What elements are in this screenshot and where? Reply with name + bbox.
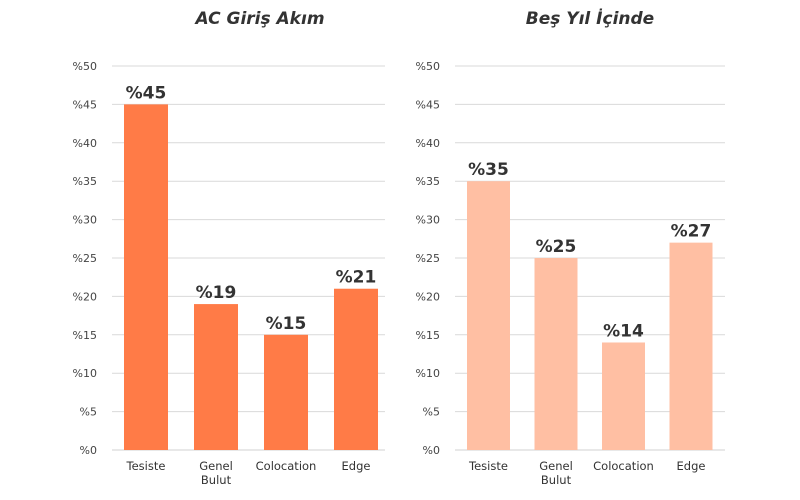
y-tick-label-ac-giris-akim-40: %40	[73, 137, 97, 150]
category-label-bes-yil-icinde-genel-bulut-line1: Genel	[539, 459, 573, 473]
data-label-ac-giris-akim-genel-bulut: %19	[196, 283, 237, 303]
bar-bes-yil-icinde-genel-bulut	[534, 258, 578, 450]
bar-ac-giris-akim-genel-bulut	[194, 304, 238, 450]
y-tick-label-ac-giris-akim-25: %25	[73, 252, 97, 265]
data-label-ac-giris-akim-tesiste: %45	[126, 83, 167, 103]
category-label-ac-giris-akim-genel-bulut-line2: Bulut	[201, 473, 232, 487]
y-tick-label-bes-yil-icinde-0: %0	[423, 444, 440, 457]
y-tick-label-bes-yil-icinde-10: %10	[416, 367, 440, 380]
bar-ac-giris-akim-tesiste	[124, 104, 168, 451]
category-label-bes-yil-icinde-edge: Edge	[677, 459, 706, 473]
category-label-bes-yil-icinde-tesiste: Tesiste	[468, 459, 508, 473]
y-tick-label-bes-yil-icinde-30: %30	[416, 214, 440, 227]
y-tick-label-bes-yil-icinde-45: %45	[416, 98, 440, 111]
data-label-ac-giris-akim-colocation: %15	[266, 314, 307, 334]
y-tick-label-bes-yil-icinde-15: %15	[416, 329, 440, 342]
bar-bes-yil-icinde-tesiste	[467, 181, 510, 450]
y-tick-label-ac-giris-akim-50: %50	[73, 60, 97, 73]
bar-ac-giris-akim-colocation	[264, 334, 308, 450]
y-tick-label-bes-yil-icinde-50: %50	[416, 60, 440, 73]
category-label-ac-giris-akim-edge: Edge	[342, 459, 371, 473]
chart-title-ac-giris-akim: AC Giriş Akım	[195, 9, 325, 29]
y-tick-label-bes-yil-icinde-5: %5	[423, 406, 440, 419]
y-tick-label-ac-giris-akim-20: %20	[73, 290, 97, 303]
category-label-ac-giris-akim-genel-bulut-line1: Genel	[199, 459, 233, 473]
category-label-ac-giris-akim-colocation: Colocation	[256, 459, 317, 473]
y-tick-label-bes-yil-icinde-35: %35	[416, 175, 440, 188]
data-label-bes-yil-icinde-colocation: %14	[603, 321, 644, 341]
y-tick-label-ac-giris-akim-30: %30	[73, 214, 97, 227]
y-tick-label-ac-giris-akim-45: %45	[73, 98, 97, 111]
y-tick-label-bes-yil-icinde-25: %25	[416, 252, 440, 265]
data-label-bes-yil-icinde-edge: %27	[671, 222, 712, 242]
data-label-bes-yil-icinde-genel-bulut: %25	[536, 237, 577, 257]
data-label-bes-yil-icinde-tesiste: %35	[468, 160, 509, 180]
bar-bes-yil-icinde-edge	[669, 242, 713, 450]
y-tick-label-ac-giris-akim-15: %15	[73, 329, 97, 342]
y-tick-label-ac-giris-akim-5: %5	[80, 406, 97, 419]
y-tick-label-ac-giris-akim-35: %35	[73, 175, 97, 188]
bar-bes-yil-icinde-colocation	[602, 342, 645, 450]
category-label-bes-yil-icinde-colocation: Colocation	[593, 459, 654, 473]
chart-title-bes-yil-icinde: Beş Yıl İçinde	[525, 9, 655, 29]
y-tick-label-bes-yil-icinde-20: %20	[416, 290, 440, 303]
y-tick-label-ac-giris-akim-10: %10	[73, 367, 97, 380]
y-tick-label-bes-yil-icinde-40: %40	[416, 137, 440, 150]
y-tick-label-ac-giris-akim-0: %0	[80, 444, 97, 457]
data-label-ac-giris-akim-edge: %21	[336, 268, 377, 288]
bar-ac-giris-akim-edge	[334, 288, 378, 450]
category-label-ac-giris-akim-tesiste: Tesiste	[126, 459, 166, 473]
category-label-bes-yil-icinde-genel-bulut-line2: Bulut	[541, 473, 572, 487]
